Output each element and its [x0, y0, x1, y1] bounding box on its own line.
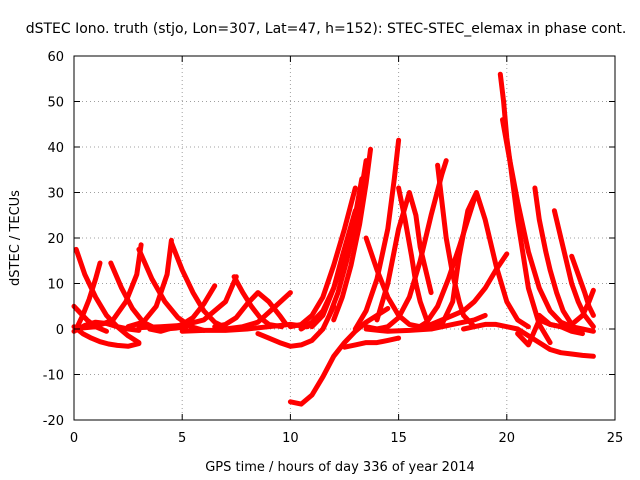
chart-title: dSTEC Iono. truth (stjo, Lon=307, Lat=47…: [26, 21, 627, 37]
plot-series-group: [71, 71, 596, 407]
data-series-trace: [136, 246, 207, 333]
y-tick-label: 30: [47, 187, 64, 202]
x-tick-label: 25: [607, 431, 624, 446]
data-series-trace: [569, 253, 596, 318]
y-tick-label: 0: [56, 323, 64, 338]
data-series-trace: [136, 274, 239, 331]
x-tick-label: 10: [282, 431, 299, 446]
data-series-trace: [497, 71, 553, 346]
data-series-trace: [168, 240, 228, 331]
data-series-trace: [73, 260, 103, 332]
data-series-trace: [326, 158, 369, 318]
data-series-trace: [515, 317, 585, 348]
data-series-trace: [342, 335, 402, 350]
data-series-trace: [309, 208, 358, 330]
x-tick-label: 0: [70, 431, 78, 446]
data-series-trace: [532, 185, 575, 327]
data-series-trace: [363, 235, 423, 330]
y-tick-label: 20: [47, 232, 64, 247]
data-series-trace: [417, 251, 510, 330]
y-tick-label: 40: [47, 141, 64, 156]
x-tick-label: 5: [178, 431, 186, 446]
data-series-trace: [287, 185, 358, 330]
data-series-trace: [396, 185, 430, 323]
data-series-trace: [71, 324, 142, 349]
y-tick-label: -20: [43, 414, 64, 429]
data-series-trace: [363, 158, 449, 332]
data-series-trace: [374, 190, 434, 323]
x-axis-label: GPS time / hours of day 336 of year 2014: [205, 460, 475, 475]
y-tick-label: 10: [47, 278, 64, 293]
y-tick-label: 60: [47, 50, 64, 65]
axis-ticks: 0 5 10 15 20 25 -20 -10 0 10 20 30 40 50 60: [43, 50, 624, 446]
data-series-trace: [331, 146, 373, 323]
data-series-trace: [428, 190, 531, 332]
grid: [74, 56, 615, 420]
x-tick-label: 20: [499, 431, 516, 446]
y-tick-label: -10: [43, 369, 64, 384]
data-series-trace: [287, 306, 391, 407]
data-series-trace: [212, 290, 289, 330]
data-series-trace: [435, 162, 477, 330]
plot-frame: [73, 55, 616, 421]
data-series-trace: [255, 303, 337, 349]
y-tick-label: 50: [47, 96, 64, 111]
y-axis-label: dSTEC / TECUs: [8, 190, 23, 286]
data-series-trace: [125, 237, 174, 330]
x-tick-label: 15: [390, 431, 407, 446]
data-series-trace: [78, 242, 144, 331]
data-series-trace: [352, 137, 402, 332]
data-series-trace: [461, 321, 596, 359]
data-series-trace: [500, 117, 596, 334]
data-series-trace: [71, 303, 109, 334]
data-series-trace: [73, 246, 142, 346]
